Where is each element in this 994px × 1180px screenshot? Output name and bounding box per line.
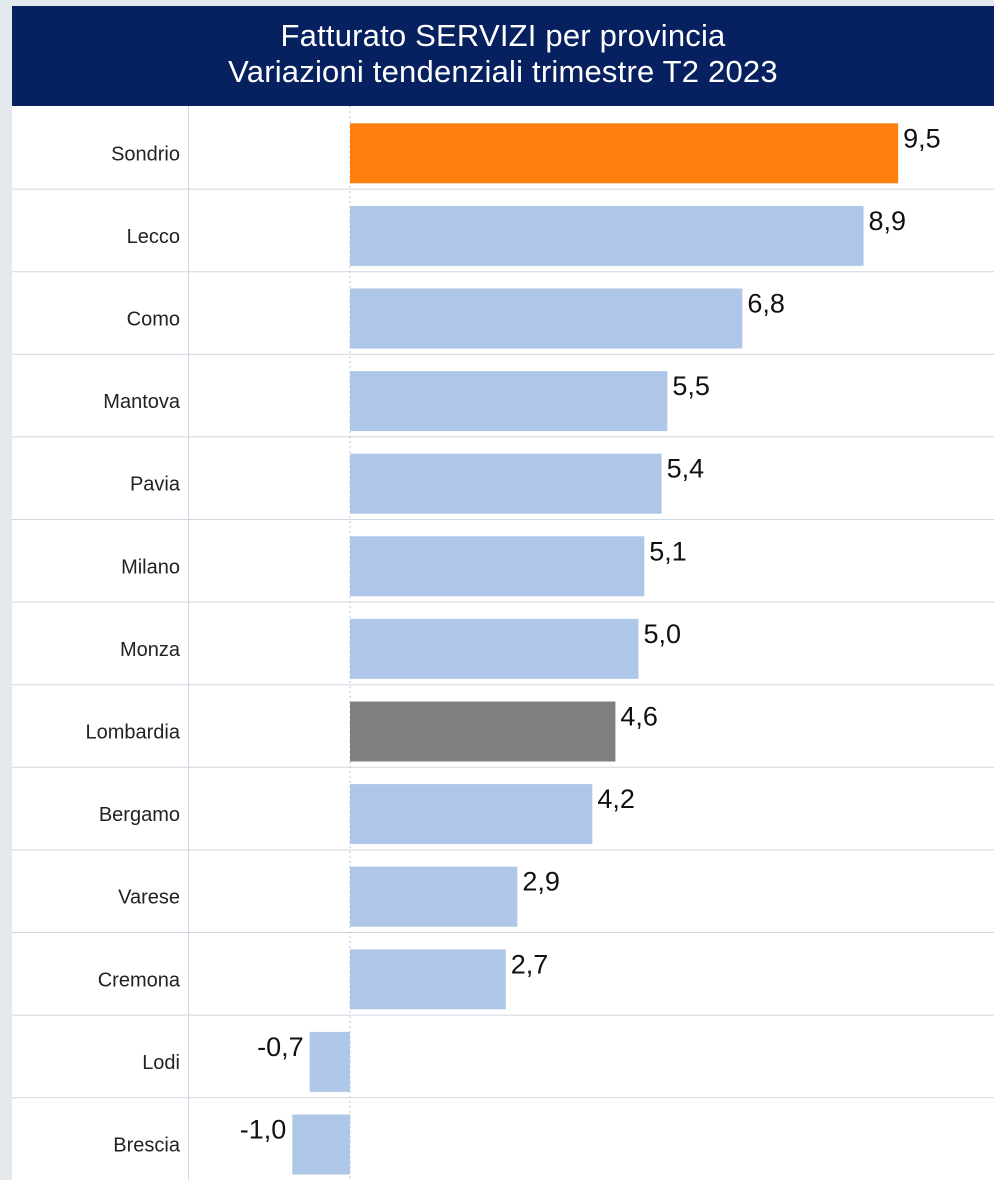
category-label-milano: Milano <box>121 556 180 578</box>
bar-varese <box>350 866 518 927</box>
category-label-lecco: Lecco <box>127 226 180 248</box>
value-label-monza: 5,0 <box>644 619 682 649</box>
category-label-pavia: Pavia <box>130 474 181 496</box>
value-label-bergamo: 4,2 <box>597 784 635 814</box>
category-label-bergamo: Bergamo <box>99 804 180 826</box>
chart-title: Fatturato SERVIZI per provincia <box>280 18 726 53</box>
bar-cremona <box>350 949 506 1010</box>
value-label-brescia: -1,0 <box>240 1115 287 1145</box>
value-label-cremona: 2,7 <box>511 949 549 979</box>
bar-brescia <box>292 1114 350 1175</box>
value-label-lombardia: 4,6 <box>620 702 658 732</box>
value-label-como: 6,8 <box>747 289 785 319</box>
bar-lecco <box>350 205 864 266</box>
value-label-sondrio: 9,5 <box>903 123 941 153</box>
category-label-mantova: Mantova <box>103 391 181 413</box>
category-label-lodi: Lodi <box>142 1052 180 1074</box>
bar-lombardia <box>350 701 616 762</box>
category-label-cremona: Cremona <box>98 969 181 991</box>
chart-frame: Fatturato SERVIZI per provincia Variazio… <box>12 6 994 1180</box>
category-label-brescia: Brescia <box>113 1135 181 1157</box>
chart-header: Fatturato SERVIZI per provincia Variazio… <box>12 6 994 106</box>
bar-mantova <box>350 371 668 432</box>
bar-monza <box>350 618 639 679</box>
category-label-monza: Monza <box>120 639 181 661</box>
category-label-lombardia: Lombardia <box>85 722 180 744</box>
chart-subtitle: Variazioni tendenziali trimestre T2 2023 <box>228 54 778 89</box>
value-label-mantova: 5,5 <box>672 371 710 401</box>
bar-milano <box>350 536 645 597</box>
bar-como <box>350 288 743 349</box>
value-label-lecco: 8,9 <box>869 206 907 236</box>
value-label-milano: 5,1 <box>649 536 687 566</box>
bar-chart: Sondrio 9,5 Lecco 8,9 Como 6,8 Mantova 5,5 Pavia… <box>12 106 994 1180</box>
bar-pavia <box>350 453 662 514</box>
category-label-varese: Varese <box>118 887 180 909</box>
category-label-como: Como <box>127 309 180 331</box>
category-label-sondrio: Sondrio <box>111 143 180 165</box>
value-label-lodi: -0,7 <box>257 1032 304 1062</box>
value-label-pavia: 5,4 <box>667 454 705 484</box>
bar-sondrio <box>350 123 899 184</box>
value-label-varese: 2,9 <box>522 867 560 897</box>
bar-lodi <box>309 1031 350 1092</box>
bar-bergamo <box>350 784 593 845</box>
